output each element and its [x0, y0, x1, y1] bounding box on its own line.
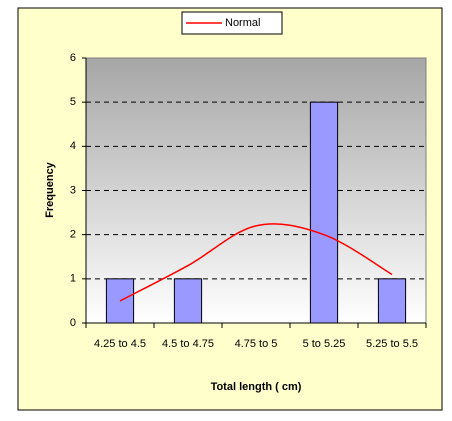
- y-axis-label: Frequency: [44, 161, 56, 218]
- legend-label: Normal: [225, 17, 260, 29]
- bar: [105, 278, 135, 324]
- y-tick-label: 3: [70, 184, 76, 196]
- y-tick-label: 5: [70, 96, 76, 108]
- y-tick-label: 1: [70, 273, 76, 285]
- y-tick-label: 2: [70, 229, 76, 241]
- x-tick-label: 4.5 to 4.75: [162, 338, 214, 350]
- x-tick-label: 4.25 to 4.5: [94, 338, 146, 350]
- y-tick-label: 4: [70, 140, 76, 152]
- x-tick-label: 5 to 5.25: [302, 338, 346, 350]
- bar: [377, 278, 407, 324]
- y-tick-label: 0: [70, 317, 76, 329]
- normal-curve: [119, 223, 393, 302]
- bar: [309, 101, 339, 324]
- bar: [173, 278, 203, 324]
- y-tick-label: 6: [70, 52, 76, 64]
- x-tick-label: 5.25 to 5.5: [366, 338, 418, 350]
- legend-box: [181, 11, 283, 35]
- x-axis-label: Total length ( cm): [211, 381, 302, 393]
- x-tick-label: 4.75 to 5: [234, 338, 278, 350]
